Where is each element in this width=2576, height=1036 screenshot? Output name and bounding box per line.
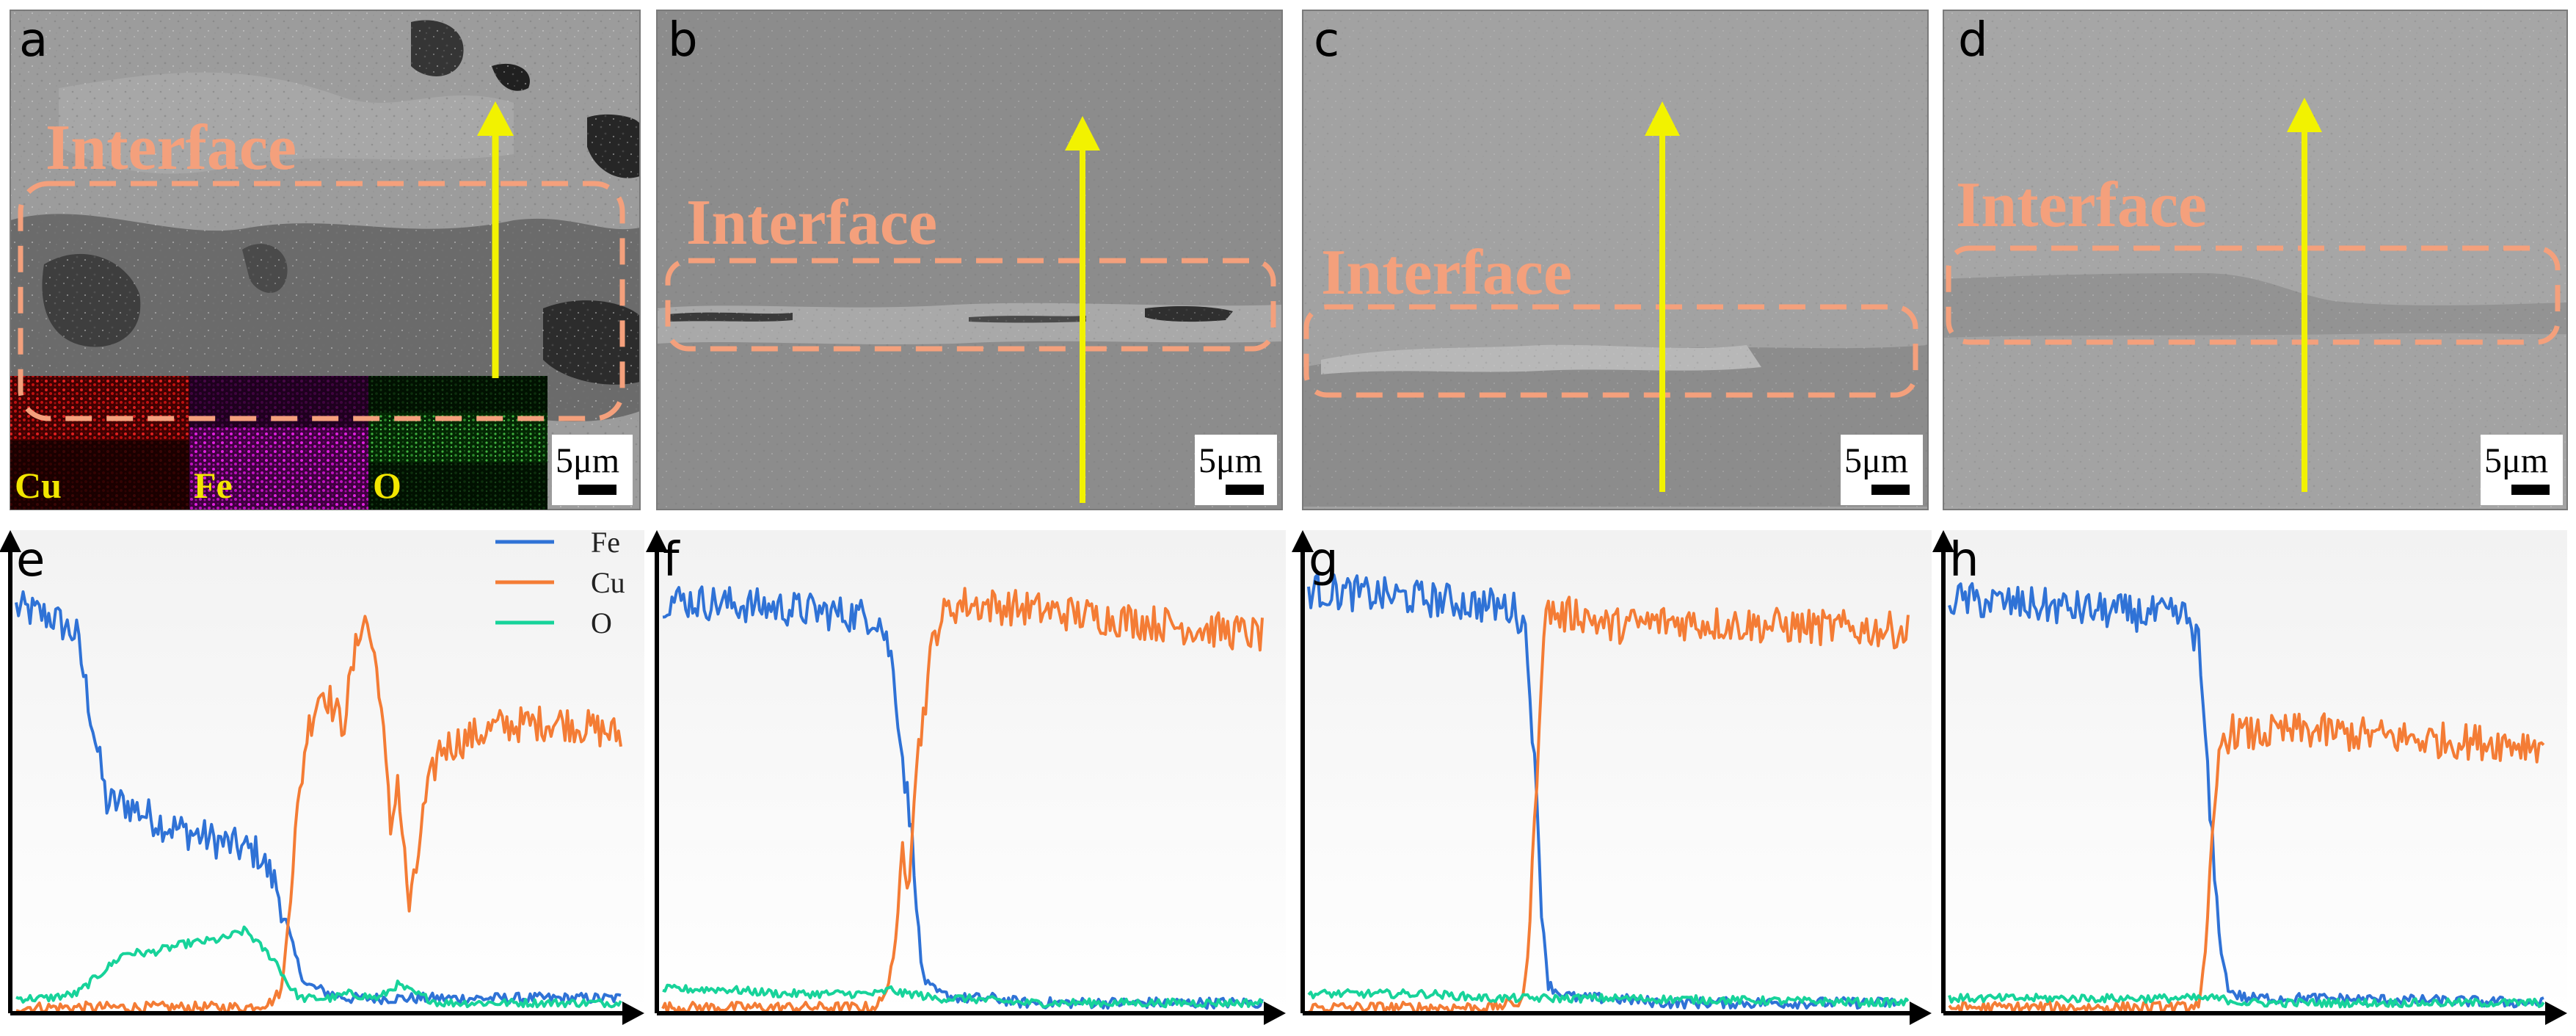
series-line-fe [15,590,622,1005]
scan-arrow-b-head [1065,116,1100,151]
interface-label-d: Interface [1956,170,2207,241]
legend-label-fe: Fe [591,526,620,559]
interface-box-c [1303,304,1918,398]
series-line-cu [1308,595,1910,1015]
x-axis-arrow-icon [1264,1001,1286,1025]
legend-label-cu: Cu [591,566,625,599]
interface-boxes [18,181,2561,421]
interface-box-b [665,258,1276,352]
scale-bar-b [1226,485,1264,495]
scale-bar-d [2511,485,2550,495]
x-axis-arrow-icon [1910,1001,1932,1025]
scale-label-b: 5μm [1198,441,1262,480]
panel-frame [1943,10,2568,510]
series-line-fe [1948,582,2544,1009]
series-line-o [1948,993,2545,1009]
scale-bar-a [578,485,616,495]
interface-label-a: Interface [46,112,296,184]
y-axis-arrow-icon [1932,530,1954,552]
eds-map-o-upper [368,376,547,413]
plot-background [1303,530,1932,1013]
y-axis-arrow-icon [0,530,21,552]
panel-letter-f: f [663,533,680,587]
scale-label-d: 5μm [2484,441,2548,480]
scan-arrows [477,98,2322,503]
panel-letter-h: h [1949,533,1979,587]
interface-label-b: Interface [686,187,937,258]
panel-frame [1302,10,1929,510]
y-axis-arrow-icon [646,530,668,552]
plot-background [1943,530,2567,1013]
interface-box-a [18,181,625,421]
x-axis-arrow-icon [2545,1001,2567,1025]
eds-label-fe: Fe [194,465,233,506]
eds-maps: Cu Fe O [10,376,547,510]
line-scan-chart-h: h [1932,530,2567,1025]
eds-map-o-lower [368,463,547,510]
panel-frame [656,10,1283,510]
line-scan-chart-e: e Fe Cu O [0,526,644,1025]
panel-letter-g: g [1309,533,1339,587]
scan-arrow-c-head [1645,101,1680,136]
scale-bars: 5μm 5μm 5μm 5μm [552,435,2563,505]
scan-arrow-d-head [2287,98,2322,132]
scale-bar-c [1871,485,1910,495]
line-scan-chart-g: g [1292,530,1932,1025]
line-scan-chart-f: f [646,530,1286,1025]
y-axis-arrow-icon [1292,530,1314,552]
eds-label-o: O [373,465,401,506]
series-line-cu [1948,712,2545,1015]
series-line-cu [15,615,622,1015]
panel-letter-a: a [19,13,48,68]
series-line-cu [661,587,1264,1015]
series-line-o [1307,988,1910,1008]
series-line-o [15,925,622,1009]
scale-label-c: 5μm [1844,441,1908,480]
panel-letter-d: d [1958,13,1988,68]
panel-letter-b: b [668,13,698,68]
eds-map-cu-lower [10,441,189,510]
x-axis-arrow-icon [622,1001,644,1025]
panel-letter-c: c [1314,13,1339,68]
sem-panel-c [1303,10,1928,510]
interface-label-c: Interface [1321,237,1572,308]
legend-label-o: O [591,606,612,640]
sem-panel-b [657,10,1282,510]
scan-arrow-a-head [477,101,514,136]
scale-label-a: 5μm [556,441,619,480]
eds-label-cu: Cu [15,465,62,506]
plot-background [10,530,644,1013]
series-line-o [662,983,1264,1009]
interface-box-d [1946,245,2561,345]
sem-panel-d [1943,10,2567,510]
panel-letter-e: e [16,533,45,587]
